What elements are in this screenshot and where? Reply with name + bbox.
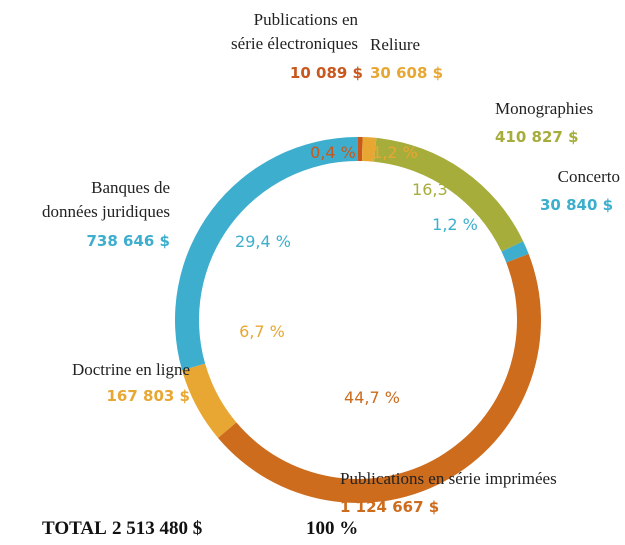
percent-label: 29,4 % (235, 232, 291, 251)
category-label: Publications en série imprimées (340, 469, 557, 488)
category-label: Banques de données juridiques (42, 178, 170, 221)
total-amount: 2 513 480 $ (112, 518, 203, 539)
category-label: Doctrine en ligne (71, 360, 190, 379)
category-label: Publications en série électroniques (231, 10, 358, 53)
amount-label: 410 827 $ (495, 128, 579, 146)
category-label: Concerto (557, 167, 620, 186)
total-percent: 100 % (306, 518, 359, 539)
percent-label: 1,2 % (432, 215, 478, 234)
amount-label: 167 803 $ (106, 387, 190, 405)
donut-segment (217, 253, 542, 504)
donut-segment (501, 241, 529, 263)
amount-label: 30 608 $ (370, 64, 444, 82)
amount-label: 10 089 $ (289, 64, 363, 82)
category-label: Monographies (495, 99, 594, 118)
amount-label: 30 840 $ (540, 196, 614, 214)
donut-segment (358, 137, 363, 162)
percent-label: 0,4 % (310, 143, 356, 162)
donut-segment (182, 363, 237, 438)
donut-segment (361, 137, 377, 162)
donut-segment (373, 137, 524, 252)
amount-label: 738 646 $ (86, 232, 170, 250)
total-label: TOTAL (42, 518, 107, 539)
percent-label: 1,2 % (372, 143, 418, 162)
donut-segment (174, 137, 358, 371)
percent-label: 44,7 % (344, 388, 400, 407)
percent-label: 6,7 % (239, 322, 285, 341)
category-label: Reliure (370, 35, 421, 54)
percent-label: 16,3 % (412, 180, 468, 199)
amount-label: 1 124 667 $ (340, 498, 440, 516)
